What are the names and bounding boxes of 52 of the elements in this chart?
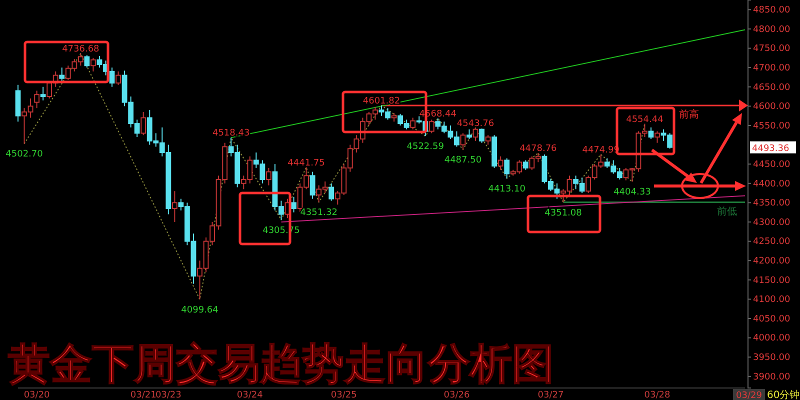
annotation: 4522.59	[406, 142, 444, 152]
annotation: 4554.44	[626, 114, 664, 125]
y-tick-label: 4600.00	[753, 102, 790, 112]
candlestick	[109, 67, 115, 88]
x-tick-label: 03/21	[130, 390, 156, 400]
candlestick	[266, 167, 272, 186]
x-tick-label: 03/26	[444, 390, 470, 400]
x-tick-label: 03/20	[24, 390, 50, 400]
y-tick-label: 4050.00	[753, 314, 790, 324]
annotation: 4441.75	[288, 158, 325, 168]
ref-line-label: 前低	[717, 205, 737, 218]
ref-line-label: 前高	[679, 108, 699, 120]
y-tick-label: 4650.00	[753, 82, 790, 93]
y-tick-label: 4300.00	[753, 218, 790, 228]
y-tick-label: 4450.00	[753, 160, 790, 170]
text: 4493.36	[752, 144, 790, 154]
candlestick	[172, 190, 178, 222]
x-tick-label: 03/25	[330, 390, 357, 400]
annotation: 4351.32	[300, 208, 338, 218]
annotation: 4601.82	[362, 96, 400, 106]
annotation: 4502.70	[6, 150, 44, 160]
text: 黄金下周交易趋势走向分析图	[8, 339, 554, 388]
annotation: 4478.76	[520, 144, 558, 154]
annotation: 4543.76	[456, 118, 494, 129]
y-tick-label: 4800.00	[753, 24, 790, 35]
annotation: 4099.64	[181, 305, 219, 316]
y-tick-label: 4550.00	[753, 121, 790, 132]
y-tick-label: 3900.00	[753, 372, 790, 382]
y-tick-label: 4850.00	[753, 6, 790, 16]
y-tick-label: 4400.00	[753, 179, 790, 190]
y-tick-label: 4200.00	[753, 256, 790, 266]
annotation: 4736.68	[62, 44, 100, 54]
x-tick-label: 03/28	[644, 390, 670, 400]
annotation: 4351.08	[544, 208, 582, 218]
annotation: 4413.10	[488, 184, 526, 194]
annotation: 4404.33	[614, 188, 651, 198]
text: 60分钟	[767, 389, 800, 400]
y-tick-label: 4150.00	[753, 276, 790, 286]
y-tick-label: 3950.00	[753, 352, 790, 363]
y-tick-label: 4100.00	[753, 295, 790, 306]
x-tick-label: 03/23	[155, 390, 182, 400]
y-tick-label: 4700.00	[753, 63, 790, 74]
x-tick-label: 03/27	[538, 390, 564, 400]
y-tick-label: 4250.00	[753, 237, 790, 248]
x-tick-label: 03/24	[236, 390, 264, 400]
y-tick-label: 4350.00	[753, 198, 790, 209]
y-tick-label: 4000.00	[753, 334, 790, 344]
annotation: 4518.43	[212, 128, 250, 139]
candlestick	[40, 86, 46, 101]
y-tick-label: 4750.00	[753, 44, 790, 54]
annotation: 4487.50	[444, 156, 482, 166]
text: 03/29	[736, 391, 762, 400]
